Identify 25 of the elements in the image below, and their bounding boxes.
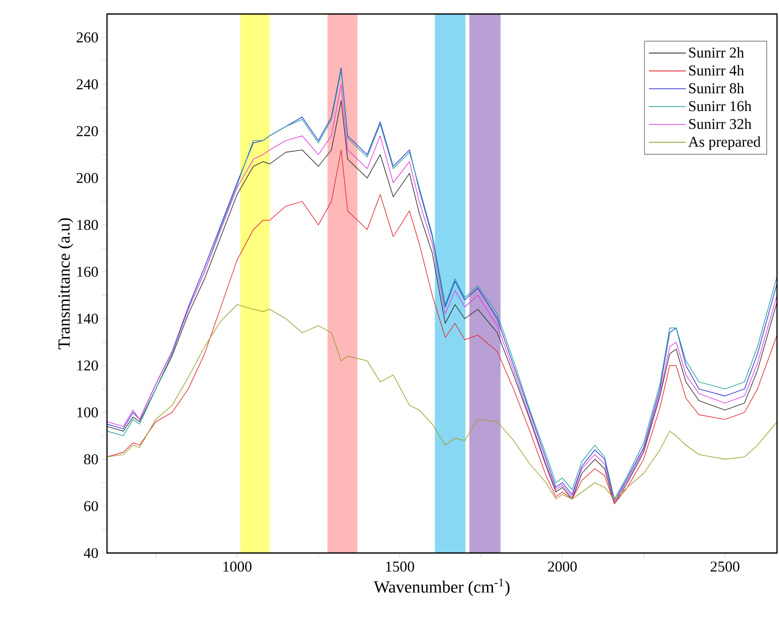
y-axis-title: Transmittance (a.u) (58, 218, 74, 350)
x-tick-label: 1000 (223, 562, 252, 572)
x-tick-label: 2500 (710, 562, 740, 572)
y-tick-label: 180 (77, 220, 98, 230)
legend-label: Sunirr 32h (689, 118, 752, 130)
y-tick-label: 240 (76, 79, 98, 90)
line-series (107, 304, 778, 500)
y-tick-label: 160 (77, 266, 98, 277)
y-tick-label: 140 (77, 314, 98, 324)
legend-label: Sunirr 2h (689, 47, 744, 58)
legend-label: Sunirr 4h (689, 64, 744, 76)
y-tick-label: 100 (77, 407, 98, 418)
y-tick-label: 200 (76, 172, 98, 184)
legend-label: As prepared (688, 136, 761, 150)
y-tick-label: 80 (84, 454, 98, 464)
x-axis-title: Wavenumber (cm$^{-1}$) (374, 578, 510, 596)
x-tick-label: 2000 (548, 562, 577, 572)
y-tick-label: 220 (76, 126, 98, 136)
legend-label: Sunirr 16h (689, 100, 752, 112)
y-tick-label: 40 (84, 548, 98, 558)
x-tick-label: 1500 (386, 562, 414, 572)
y-tick-label: 260 (76, 32, 98, 42)
y-tick-label: 120 (77, 360, 98, 371)
y-tick-label: 60 (84, 501, 98, 512)
legend-label: Sunirr 8h (689, 82, 744, 94)
